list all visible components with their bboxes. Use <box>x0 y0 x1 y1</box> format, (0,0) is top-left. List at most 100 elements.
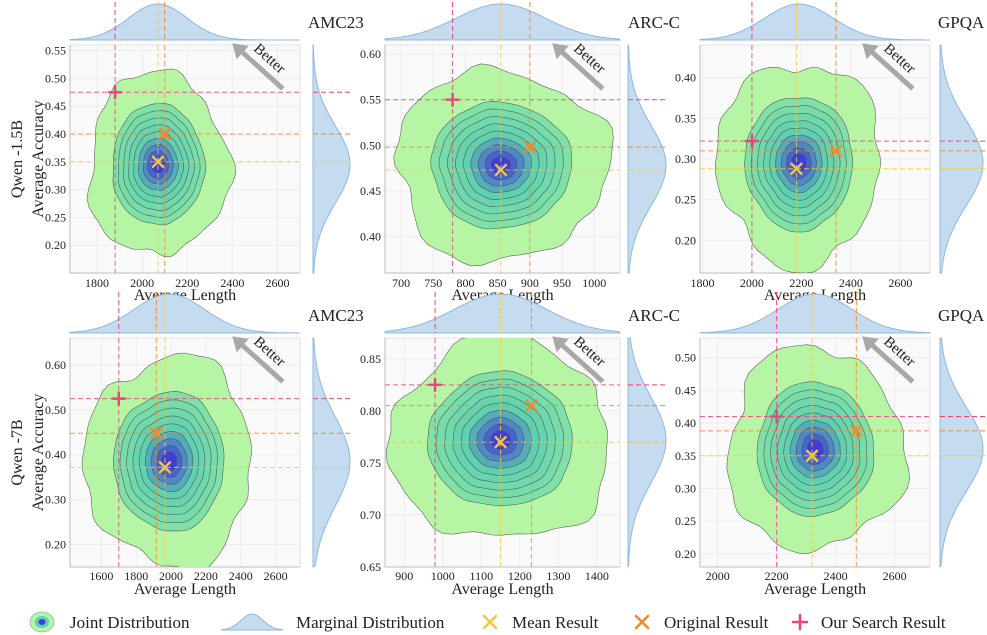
x-tick-label: 1800 <box>690 276 714 290</box>
x-tick-label: 1200 <box>508 569 532 583</box>
mean-result-marker-stroke <box>494 163 508 177</box>
original-result-marker-stroke <box>850 424 863 438</box>
mean-result-marker <box>494 163 508 177</box>
legend-joint-label: Joint Distribution <box>70 613 190 632</box>
x-tick-label: 700 <box>392 276 410 290</box>
arrow-head <box>862 43 879 60</box>
y-tick-label: 0.50 <box>45 71 66 85</box>
marginal-top: GPQA <box>699 292 985 334</box>
y-tick-label: 0.40 <box>45 127 66 141</box>
marginal-right <box>939 44 985 274</box>
y-tick-label: 0.75 <box>360 456 381 470</box>
y-tick-label: 0.20 <box>45 538 66 552</box>
marginal-right <box>312 44 352 274</box>
x-tick-label: 2200 <box>789 276 813 290</box>
marginal-x-density <box>699 3 930 41</box>
y-tick-label: 0.40 <box>675 71 696 85</box>
y-tick-label: 0.45 <box>675 383 696 397</box>
marginal-x-density <box>384 3 622 41</box>
arrow-head <box>552 336 569 353</box>
subplot-title: GPQA <box>938 13 985 32</box>
x-axis-label: Average Length <box>134 581 236 598</box>
search-result-marker <box>445 92 460 107</box>
y-tick-label: 0.50 <box>675 351 696 365</box>
y-tick-label: 0.40 <box>45 448 66 462</box>
y-tick-label: 0.45 <box>45 99 66 113</box>
y-tick-label: 0.60 <box>45 358 66 372</box>
y-tick-label: 0.20 <box>675 547 696 561</box>
marginal-x-density <box>69 3 300 41</box>
original-result-marker-stroke <box>829 144 843 158</box>
mean-result-marker-stroke <box>151 155 165 168</box>
mean-result-marker-stroke <box>805 449 819 462</box>
x-tick-label: 2600 <box>883 569 907 583</box>
legend-original-icon <box>634 614 650 630</box>
arrow-shaft <box>238 341 285 384</box>
x-axis-label: Average Length <box>764 581 866 598</box>
y-tick-label: 0.25 <box>675 193 696 207</box>
y-tick-label: 0.55 <box>360 93 381 107</box>
original-result-marker <box>150 426 163 440</box>
x-axis-label: Average Length <box>451 581 553 598</box>
subplot-title: AMC23 <box>308 13 364 32</box>
x-tick-label: 2000 <box>706 569 730 583</box>
marginal-top: ARC-C <box>384 2 680 41</box>
x-tick-label: 2600 <box>265 276 289 290</box>
y-tick-label: 0.30 <box>675 481 696 495</box>
search-result-marker <box>111 391 126 406</box>
x-tick-label: 1600 <box>89 569 113 583</box>
y-tick-label: 0.45 <box>360 184 381 198</box>
x-tick-label: 900 <box>395 569 413 583</box>
x-tick-label: 800 <box>456 276 474 290</box>
y-axis-label: Average Accuracy <box>30 100 47 217</box>
x-tick-label: 1100 <box>470 569 494 583</box>
mean-result-marker-stroke <box>158 461 172 474</box>
subplot-title: ARC-C <box>628 306 680 325</box>
search-result-marker <box>427 377 443 393</box>
mean-result-marker-stroke <box>494 435 507 449</box>
x-tick-label: 1800 <box>124 569 148 583</box>
legend-search-label: Our Search Result <box>821 613 946 632</box>
marginal-x-density <box>69 293 300 334</box>
legend-joint-icon-core <box>38 619 46 625</box>
search-result-marker <box>769 409 784 424</box>
x-tick-label: 2000 <box>740 276 764 290</box>
original-result-marker <box>158 127 171 141</box>
mean-result-marker <box>494 435 507 449</box>
joint-distribution-contours <box>715 66 882 273</box>
legend-mean-label: Mean Result <box>512 613 599 632</box>
x-tick-label: 1000 <box>431 569 455 583</box>
x-tick-label: 850 <box>489 276 507 290</box>
y-tick-label: 0.25 <box>675 514 696 528</box>
marginal-top: AMC23 <box>69 2 364 41</box>
x-tick-label: 2400 <box>229 569 253 583</box>
marginal-x-density <box>384 293 621 334</box>
x-tick-label: 2600 <box>888 276 912 290</box>
mean-result-marker <box>158 461 172 474</box>
y-tick-label: 0.40 <box>675 416 696 430</box>
marginal-right <box>627 44 668 274</box>
subplot-title: GPQA <box>938 306 985 325</box>
x-tick-label: 2200 <box>194 569 218 583</box>
legend: Joint Distribution Marginal Distribution M… <box>29 611 946 633</box>
original-result-marker-stroke <box>158 127 171 141</box>
arrow-shaft <box>558 48 605 91</box>
marginal-top: ARC-C <box>384 292 680 334</box>
y-tick-label: 0.40 <box>360 230 381 244</box>
x-tick-label: 1300 <box>546 569 570 583</box>
marginal-right <box>939 337 985 569</box>
y-tick-label: 0.60 <box>360 47 381 61</box>
original-result-marker-stroke <box>523 140 537 154</box>
arrow-shaft <box>868 48 915 91</box>
x-tick-label: 2600 <box>264 569 288 583</box>
x-tick-label: 2400 <box>824 569 848 583</box>
row-model-label: Qwen -1.5B <box>9 120 26 198</box>
y-tick-label: 0.35 <box>675 111 696 125</box>
legend-marginal-label: Marginal Distribution <box>296 613 445 632</box>
arrow-head <box>232 336 249 353</box>
